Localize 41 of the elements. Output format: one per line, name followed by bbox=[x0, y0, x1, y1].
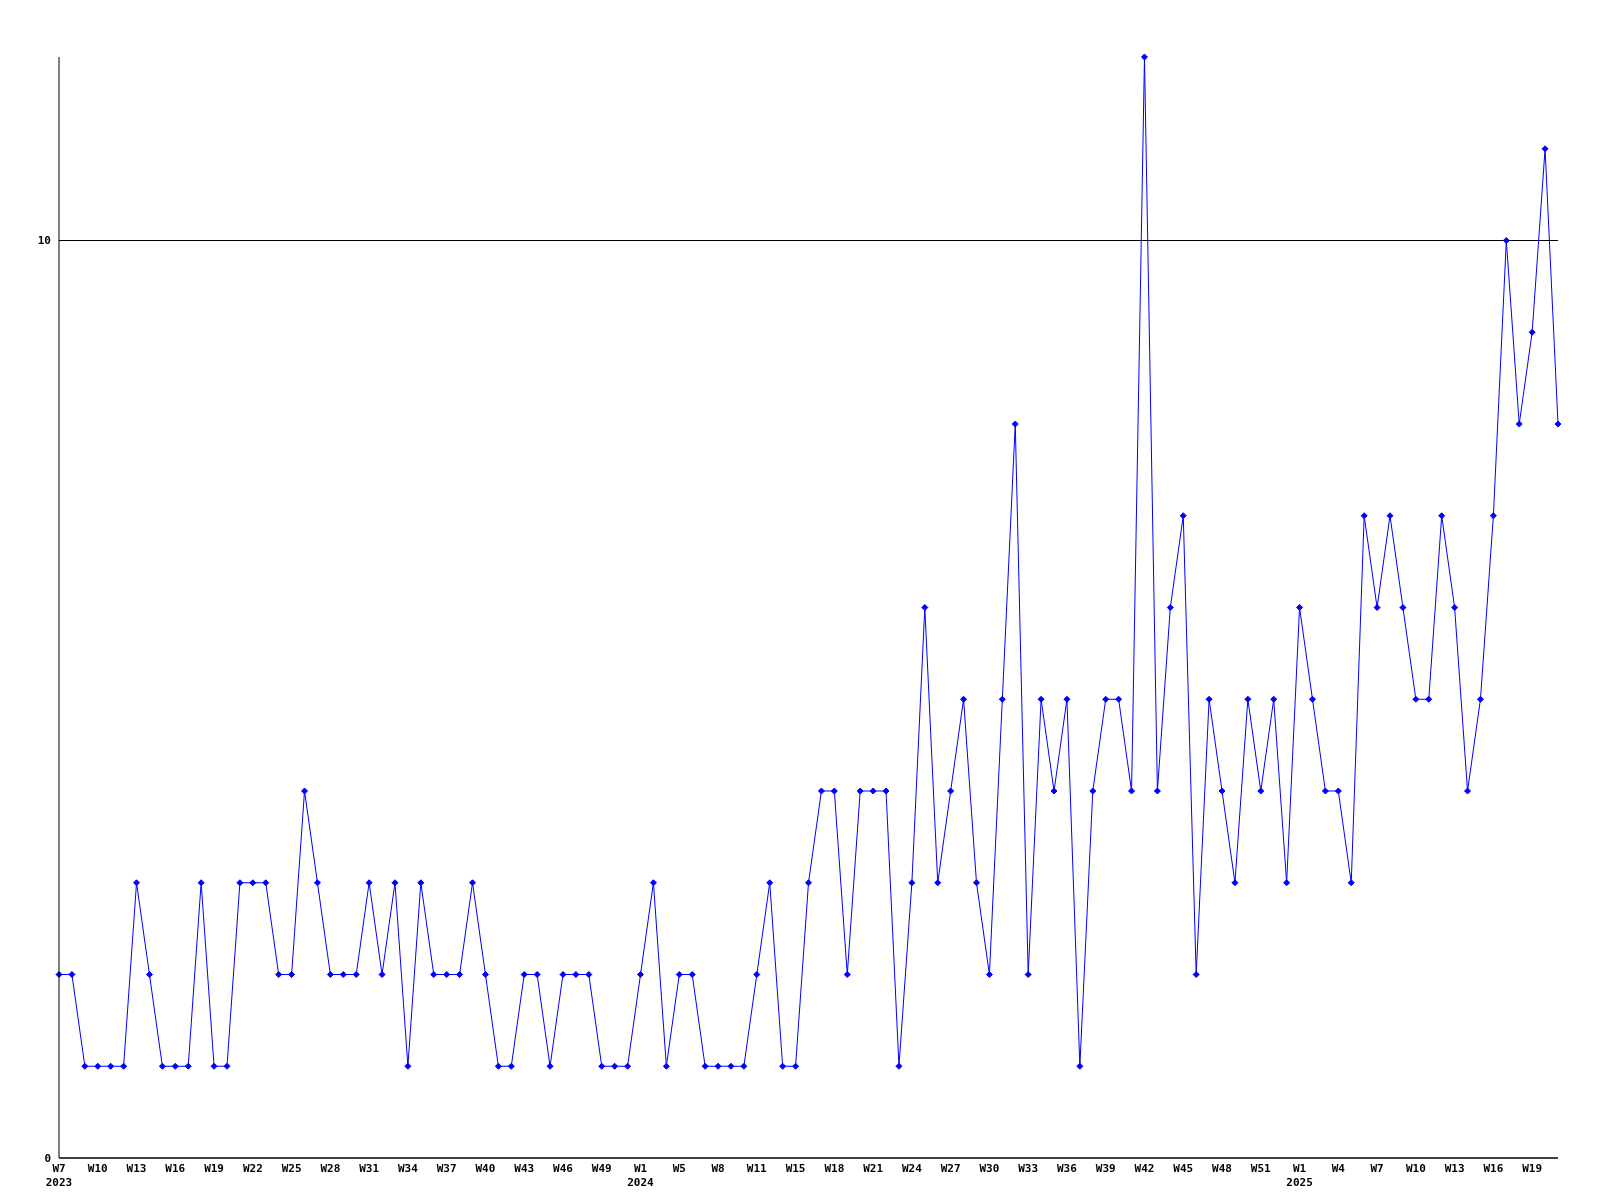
x-tick-label: W48 bbox=[1212, 1162, 1232, 1175]
x-tick-label: W22 bbox=[242, 1162, 263, 1175]
x-tick-label: W4 bbox=[1331, 1162, 1346, 1175]
x-tick-label: W8 bbox=[711, 1162, 725, 1175]
x-tick-label: W1 2024 bbox=[627, 1162, 655, 1190]
x-tick-label: W19 bbox=[1522, 1162, 1543, 1175]
x-tick-label: W37 bbox=[436, 1162, 457, 1175]
x-tick-label: W24 bbox=[901, 1162, 923, 1175]
x-tick-label: W45 bbox=[1173, 1162, 1194, 1175]
x-tick-label: W25 bbox=[281, 1162, 302, 1175]
x-tick-label: W21 bbox=[863, 1162, 884, 1175]
x-tick-label: W15 bbox=[785, 1162, 806, 1175]
x-tick-label: W10 bbox=[87, 1162, 108, 1175]
x-tick-label: W1 2025 bbox=[1286, 1162, 1313, 1190]
x-tick-label: W19 bbox=[204, 1162, 225, 1175]
x-tick-label: W7 bbox=[1370, 1162, 1384, 1175]
x-tick-label: W39 bbox=[1095, 1162, 1116, 1175]
x-tick-label: W16 bbox=[165, 1162, 186, 1175]
x-tick-label: W43 bbox=[514, 1162, 535, 1175]
x-tick-label: W31 bbox=[359, 1162, 380, 1175]
x-tick-label: W36 bbox=[1057, 1162, 1078, 1175]
x-tick-label: W34 bbox=[397, 1162, 419, 1175]
x-tick-label: W27 bbox=[940, 1162, 961, 1175]
x-tick-label: W10 bbox=[1405, 1162, 1426, 1175]
y-tick-label: 0 bbox=[44, 1151, 51, 1165]
x-tick-label: W7 2023 bbox=[45, 1162, 73, 1190]
x-tick-label: W5 bbox=[672, 1162, 686, 1175]
x-tick-label: W13 bbox=[1444, 1162, 1465, 1175]
x-tick-label: W42 bbox=[1134, 1162, 1155, 1175]
x-tick-label: W11 bbox=[746, 1162, 768, 1175]
x-tick-label: W51 bbox=[1250, 1162, 1272, 1175]
x-tick-label: W30 bbox=[979, 1162, 1000, 1175]
x-tick-label: W46 bbox=[553, 1162, 574, 1175]
x-tick-label: W13 bbox=[126, 1162, 147, 1175]
y-tick-label: 10 bbox=[37, 234, 51, 248]
x-tick-label: W49 bbox=[591, 1162, 612, 1175]
x-tick-label: W40 bbox=[475, 1162, 496, 1175]
x-tick-label: W16 bbox=[1483, 1162, 1504, 1175]
x-tick-label: W28 bbox=[320, 1162, 341, 1175]
x-tick-label: W33 bbox=[1018, 1162, 1039, 1175]
x-tick-label: W18 bbox=[824, 1162, 845, 1175]
